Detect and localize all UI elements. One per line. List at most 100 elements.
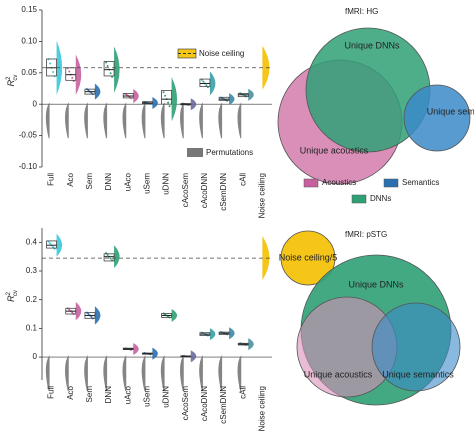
- y-tick-label: -0.10: [19, 162, 38, 171]
- x-tick-label: Aco: [66, 385, 75, 399]
- venn-label: Unique acoustics: [304, 369, 373, 379]
- y-tick-label: 0.3: [26, 266, 38, 275]
- violin: [56, 233, 63, 257]
- y-label-sub: cv: [13, 290, 19, 296]
- x-tick-label: Full: [47, 173, 56, 186]
- point: [202, 80, 205, 83]
- box: [103, 253, 115, 262]
- permutation-violin: [237, 102, 242, 139]
- point: [87, 313, 90, 316]
- permutation-violin: [160, 102, 165, 139]
- legend-swatch: [383, 178, 399, 188]
- x-tick-label: cSemDNN: [219, 386, 228, 424]
- x-tick-label: uSem: [143, 386, 152, 407]
- x-tick-label: uDNN: [162, 386, 171, 408]
- point: [109, 72, 112, 75]
- x-tick-label: cAcoSem: [181, 173, 190, 208]
- venn-label: Unique semantics: [382, 369, 454, 379]
- point: [52, 246, 55, 248]
- point: [71, 76, 74, 79]
- permutation-violin: [237, 355, 242, 392]
- y-tick-label: 0.2: [26, 295, 38, 304]
- noise-violin: [262, 45, 270, 90]
- violin: [152, 96, 158, 109]
- permutation-violin: [103, 355, 108, 392]
- box: [46, 240, 57, 249]
- x-tick-label: cAll: [238, 386, 247, 399]
- point: [68, 70, 71, 73]
- point: [167, 101, 170, 104]
- permutation-violin: [199, 355, 203, 392]
- point: [49, 242, 52, 245]
- permutation-violin: [141, 102, 146, 139]
- violin: [209, 71, 216, 96]
- x-tick-label: cAcoDNN: [200, 173, 209, 208]
- violin: [171, 77, 178, 122]
- venn-label: Noise ceiling/5: [279, 252, 338, 262]
- permutation-violin: [122, 355, 127, 392]
- point: [164, 94, 167, 97]
- x-tick-label: Sem: [85, 173, 94, 190]
- x-tick-label: Sem: [85, 386, 94, 403]
- y-label-sup: 2: [6, 291, 12, 295]
- venn-circle: [403, 84, 471, 152]
- legend-swatch: [187, 148, 203, 157]
- permutation-violin: [64, 355, 69, 392]
- point: [125, 93, 128, 96]
- x-tick-label: Aco: [66, 172, 75, 186]
- point: [205, 84, 208, 87]
- violin: [114, 245, 120, 269]
- venn-label: Unique DNNs: [344, 40, 400, 50]
- y-label-base: R: [6, 79, 16, 86]
- x-tick-label: uSem: [143, 173, 152, 194]
- point: [71, 311, 74, 314]
- violin: [190, 98, 197, 111]
- x-tick-label: cAll: [238, 173, 247, 186]
- noise-violin: [262, 236, 270, 281]
- permutation-violin: [160, 355, 165, 392]
- point: [52, 71, 55, 74]
- y-label-sub: cv: [13, 75, 19, 81]
- violin: [133, 89, 139, 104]
- permutation-violin: [84, 102, 88, 139]
- point: [167, 315, 170, 318]
- y-label-sup: 2: [6, 76, 12, 80]
- venn-label: Unique sem.: [427, 106, 474, 116]
- permutation-violin: [64, 102, 69, 139]
- permutation-violin: [45, 102, 50, 139]
- y-axis-label: R2cv: [6, 75, 19, 87]
- point: [105, 61, 108, 64]
- permutation-violin: [179, 102, 184, 139]
- x-tick-label: uDNN: [162, 173, 171, 195]
- venn-circle: [371, 302, 461, 392]
- point: [68, 308, 71, 311]
- point: [49, 62, 52, 65]
- y-tick-label: 0: [33, 99, 38, 108]
- point: [87, 89, 90, 92]
- venn-label: Unique DNNs: [348, 279, 404, 289]
- x-tick-label: cAcoDNN: [200, 386, 209, 421]
- permutation-violin: [218, 355, 223, 392]
- permutation-violin: [141, 355, 146, 392]
- y-tick-label: 0.15: [21, 5, 37, 14]
- permutation-violin: [103, 102, 108, 139]
- violin: [190, 350, 197, 363]
- venn-title: fMRI: HG: [345, 7, 378, 16]
- x-tick-label: DNN: [104, 386, 113, 404]
- legend-label: Semantics: [402, 178, 439, 187]
- x-tick-label: DNN: [104, 173, 113, 191]
- x-tick-label: Noise ceiling: [258, 173, 267, 218]
- y-tick-label: 0: [33, 352, 38, 361]
- y-label-base: R: [6, 295, 16, 302]
- box: [103, 61, 115, 77]
- violin: [209, 328, 216, 341]
- y-tick-label: 0.05: [21, 68, 37, 77]
- legend-label: Acoustics: [322, 178, 356, 187]
- x-tick-label: uAco: [123, 172, 132, 191]
- violin: [94, 306, 101, 325]
- permutation-violin: [122, 102, 127, 139]
- point: [106, 65, 109, 68]
- x-tick-label: cSemDNN: [219, 173, 228, 211]
- y-tick-label: 0.10: [21, 37, 37, 46]
